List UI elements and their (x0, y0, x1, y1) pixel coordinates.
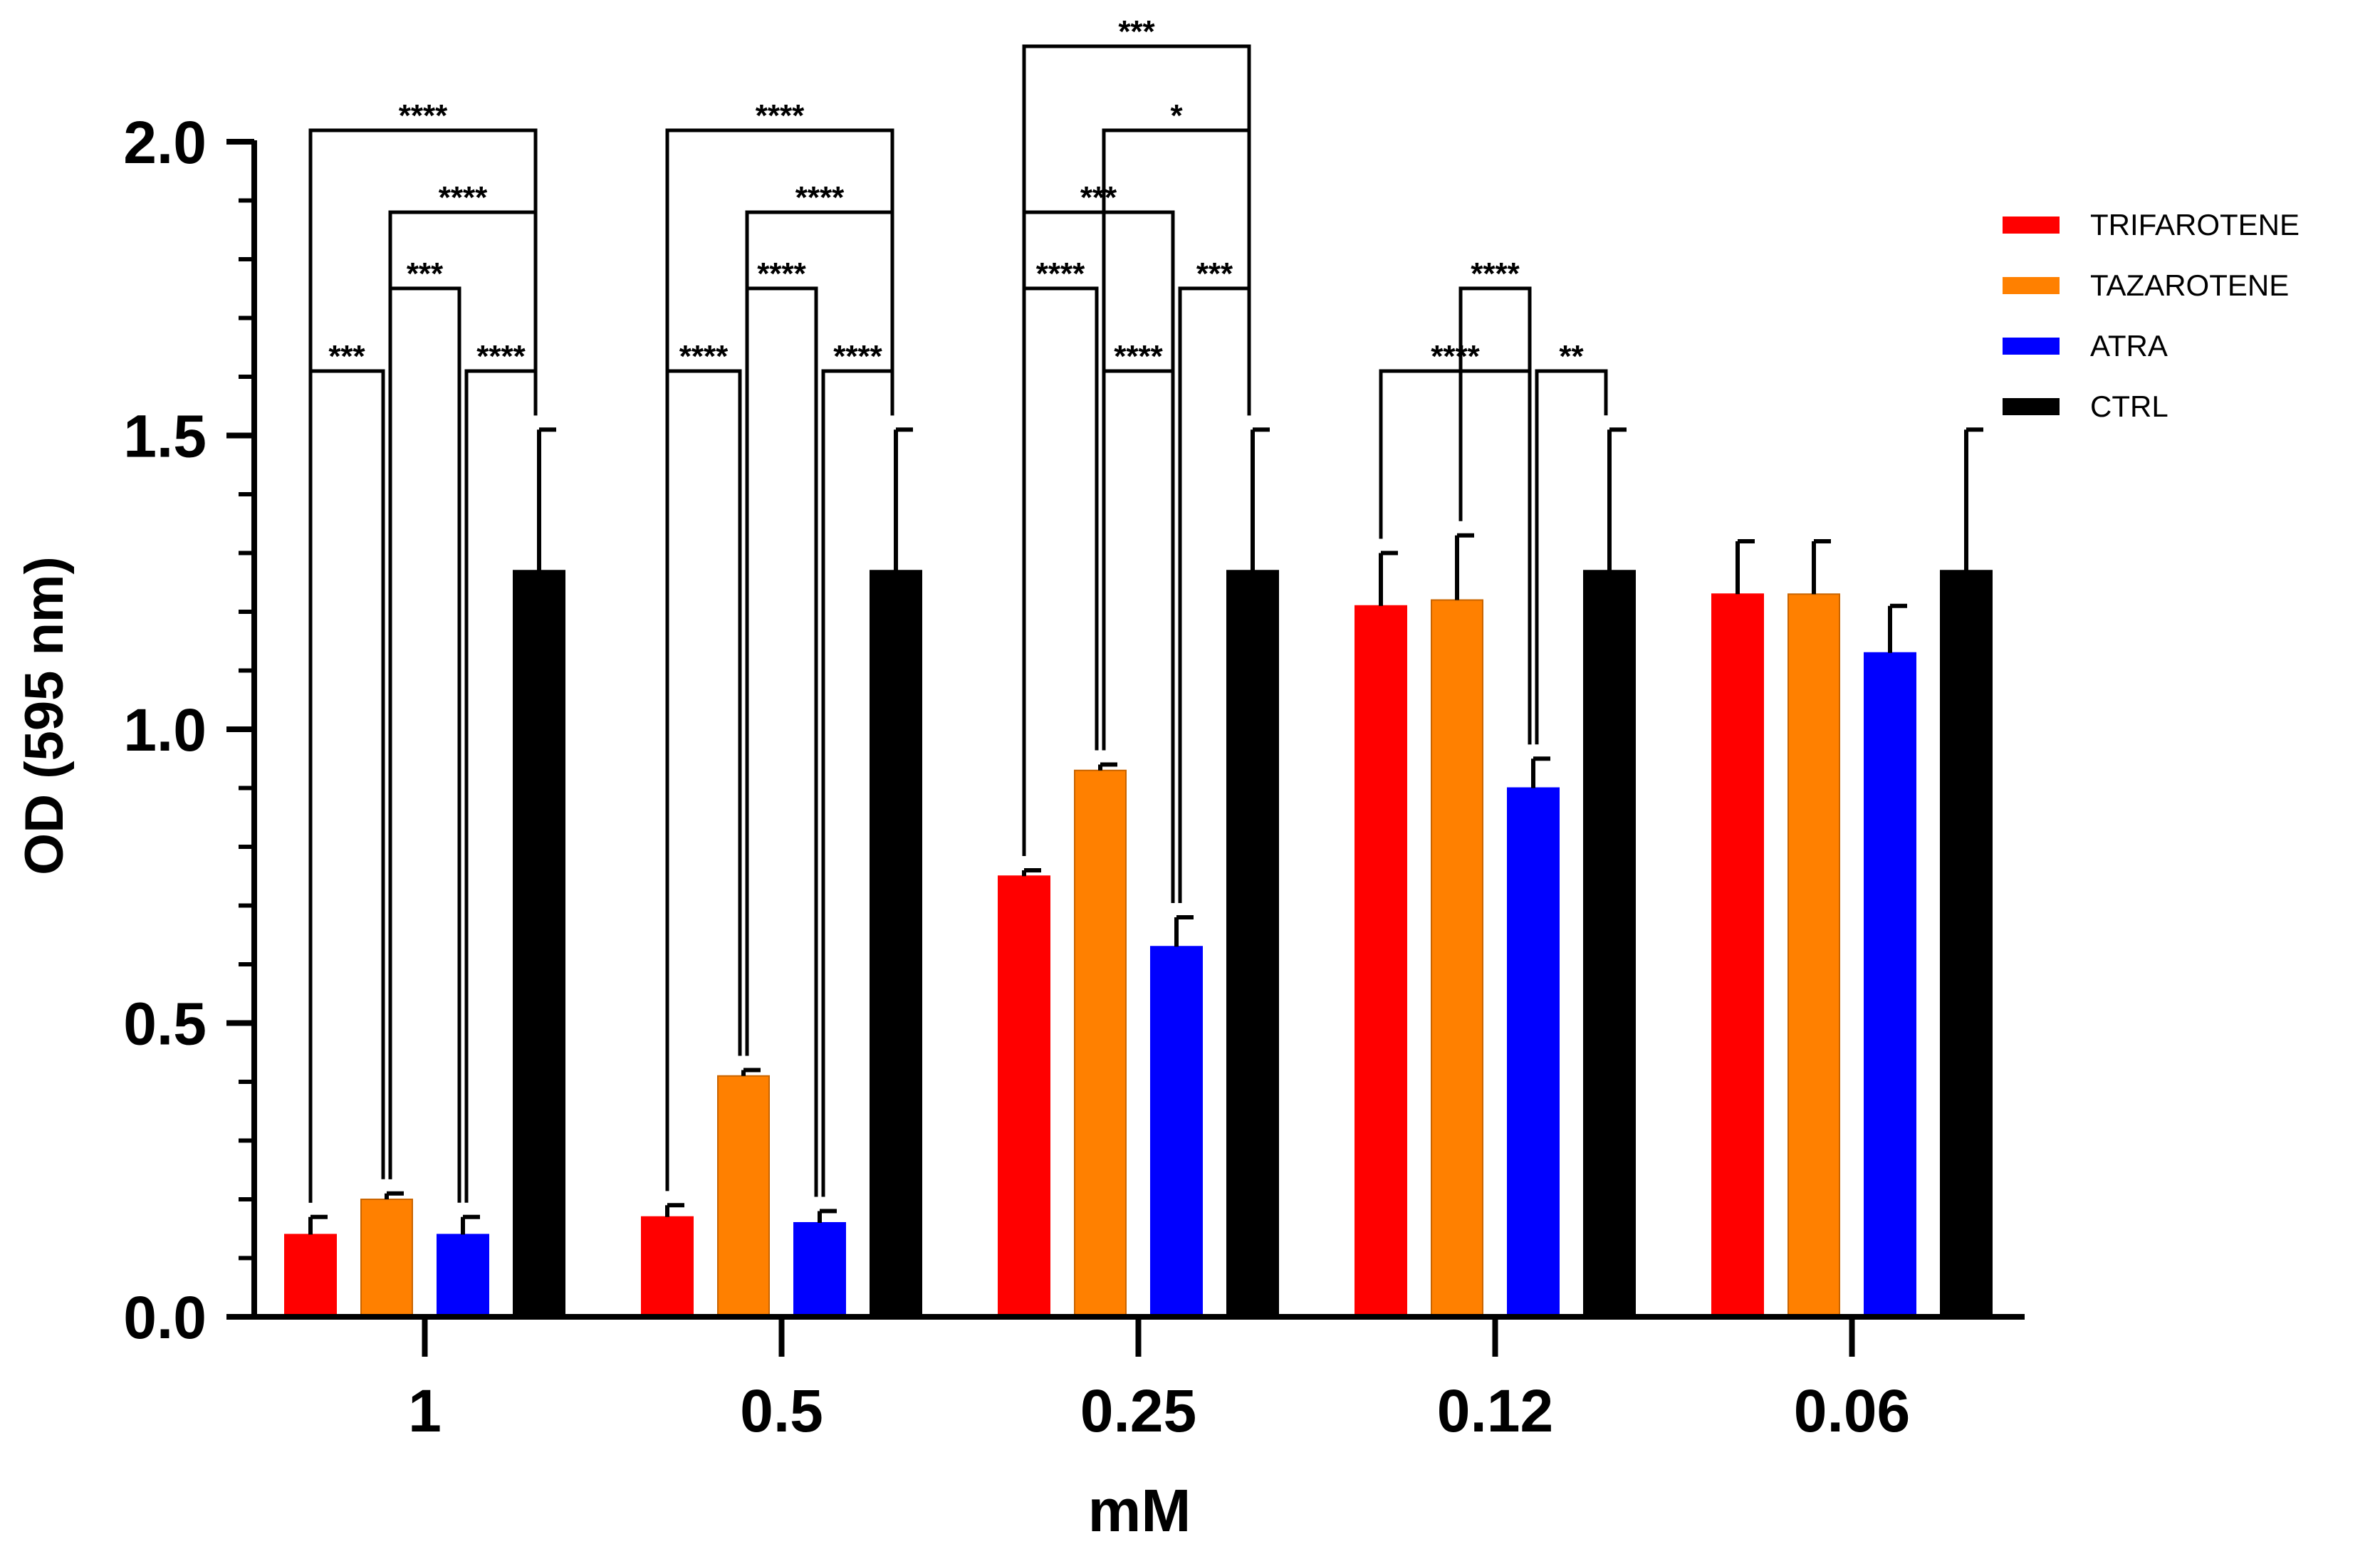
x-tick-label: 0.5 (740, 1377, 823, 1444)
significance-bracket (665, 369, 742, 1191)
bar-ctrl-1 (513, 570, 565, 1318)
bar-atra-1 (437, 1234, 489, 1318)
bar-ctrl-0.25 (1226, 570, 1279, 1318)
y-tick-label: 1.5 (123, 403, 207, 470)
bar-trifarotene-0.25 (998, 875, 1050, 1318)
significance-label: ** (1559, 339, 1584, 374)
bar-tazarotene-0.5 (717, 1075, 770, 1318)
significance-bracket (1535, 369, 1608, 745)
x-tick-label: 1 (408, 1377, 442, 1444)
bar-tazarotene-0.25 (1074, 769, 1127, 1318)
significance-label: *** (1118, 14, 1155, 49)
bar-trifarotene-1 (284, 1234, 337, 1318)
significance-bracket (1379, 369, 1532, 745)
x-axis-title: mM (1088, 1477, 1191, 1544)
bar-atra-0.25 (1150, 946, 1203, 1318)
legend-swatch-trifarotene (2003, 217, 2060, 234)
significance-label: *** (1080, 180, 1117, 215)
legend-swatch-atra (2003, 338, 2060, 355)
significance-label: **** (757, 256, 806, 291)
significance-label: * (1170, 98, 1183, 133)
significance-label: **** (439, 180, 488, 215)
bar-tazarotene-0.12 (1431, 599, 1483, 1318)
bar-ctrl-0.5 (870, 570, 922, 1318)
legend-label-ctrl: CTRL (2090, 390, 2168, 423)
significance-label: **** (679, 339, 729, 374)
legend: TRIFAROTENE TAZAROTENE ATRA CTRL (2003, 208, 2300, 423)
legend-label-atra: ATRA (2090, 329, 2168, 363)
significance-bracket (1022, 286, 1099, 856)
significance-bracket (1022, 44, 1251, 856)
x-tick-label: 0.06 (1794, 1377, 1911, 1444)
x-tick-label: 0.12 (1437, 1377, 1554, 1444)
y-axis-title: OD (595 nm) (14, 556, 75, 875)
significance-label: *** (328, 339, 365, 374)
legend-swatch-tazarotene (2003, 277, 2060, 294)
y-tick-label: 0.0 (123, 1284, 207, 1351)
y-tick-label: 2.0 (123, 109, 207, 176)
significance-bracket (308, 369, 385, 1203)
bar-ctrl-0.12 (1583, 570, 1636, 1318)
bar-trifarotene-0.5 (641, 1216, 694, 1318)
legend-swatch-ctrl (2003, 398, 2060, 415)
legend-label-tazarotene: TAZAROTENE (2090, 268, 2289, 302)
significance-bracket (1102, 369, 1175, 903)
significance-bracket (464, 369, 538, 1203)
bar-atra-0.06 (1864, 652, 1916, 1318)
significance-label: **** (1114, 339, 1163, 374)
significance-label: **** (756, 98, 805, 133)
bar-ctrl-0.06 (1940, 570, 1993, 1318)
bar-trifarotene-0.12 (1355, 605, 1407, 1318)
significance-label: **** (795, 180, 845, 215)
bar-atra-0.12 (1507, 787, 1560, 1318)
bar-tazarotene-1 (360, 1199, 413, 1318)
significance-label: **** (1036, 256, 1085, 291)
significance-label: **** (1431, 339, 1480, 374)
y-tick-label: 0.5 (123, 991, 207, 1058)
significance-label: **** (833, 339, 882, 374)
significance-label: **** (399, 98, 448, 133)
significance-label: **** (1471, 256, 1520, 291)
significance-bracket (745, 286, 818, 1197)
legend-label-trifarotene: TRIFAROTENE (2090, 208, 2300, 241)
significance-bracket (388, 286, 461, 1203)
bar-tazarotene-0.06 (1787, 593, 1840, 1318)
significance-bracket (1178, 286, 1251, 903)
bar-trifarotene-0.06 (1711, 593, 1764, 1318)
bar-atra-0.5 (793, 1222, 846, 1318)
significance-label: **** (476, 339, 526, 374)
significance-label: *** (407, 256, 444, 291)
significance-bracket (821, 369, 894, 1197)
x-tick-label: 0.25 (1080, 1377, 1197, 1444)
y-tick-label: 1.0 (123, 697, 207, 763)
significance-label: *** (1196, 256, 1233, 291)
